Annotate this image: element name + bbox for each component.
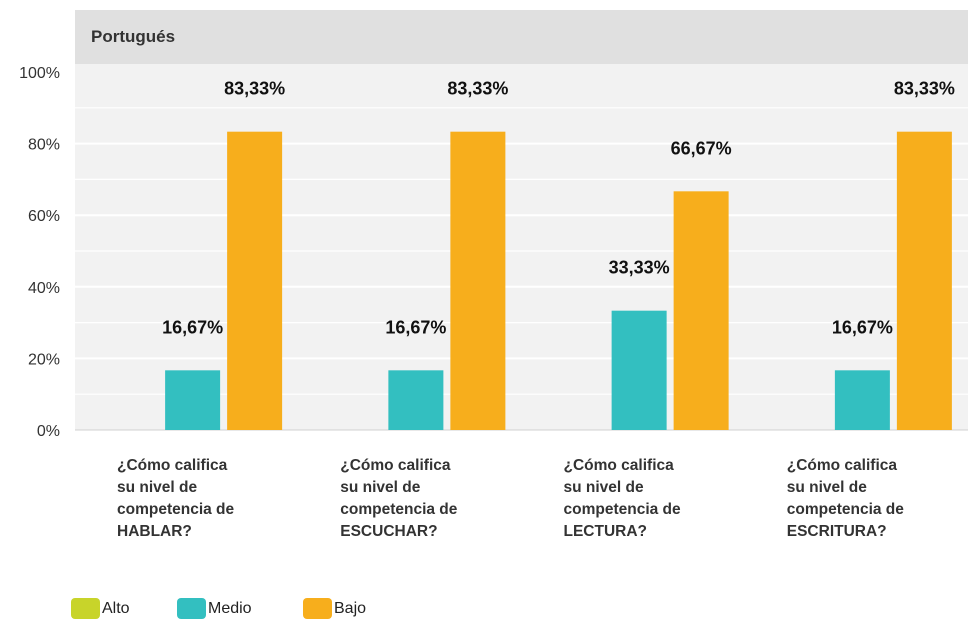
x-category-label: ¿Cómo califica su nivel de competencia de E…	[787, 457, 905, 540]
y-tick-label: 40%	[28, 280, 60, 297]
legend-swatch	[303, 598, 332, 619]
bar-medio	[388, 370, 444, 430]
legend-label: Alto	[102, 600, 130, 617]
bar-medio	[611, 310, 667, 430]
data-label: 66,67%	[671, 138, 732, 158]
bar-bajo	[450, 131, 506, 431]
data-label: 16,67%	[162, 317, 223, 337]
legend-item-alto[interactable]: Alto	[71, 598, 130, 619]
legend-swatch	[177, 598, 206, 619]
bar-bajo	[227, 131, 283, 431]
y-tick-label: 20%	[28, 351, 60, 368]
x-category-label: ¿Cómo califica su nivel de competencia de L…	[564, 457, 682, 540]
y-tick-label: 0%	[37, 423, 60, 440]
data-label: 16,67%	[832, 317, 893, 337]
y-tick-label: 80%	[28, 137, 60, 154]
y-tick-label: 100%	[19, 65, 60, 82]
legend-swatch	[71, 598, 100, 619]
legend-label: Bajo	[334, 600, 366, 617]
bar-bajo	[896, 131, 952, 431]
bar-medio	[834, 370, 890, 430]
legend-item-medio[interactable]: Medio	[177, 598, 252, 619]
legend-item-bajo[interactable]: Bajo	[303, 598, 366, 619]
data-label: 83,33%	[224, 79, 285, 99]
x-category-label: ¿Cómo califica su nivel de competencia de E…	[340, 457, 458, 540]
x-category-label: ¿Cómo califica su nivel de competencia de H…	[117, 457, 235, 540]
data-label: 83,33%	[447, 79, 508, 99]
bar-bajo	[673, 191, 729, 430]
data-label: 83,33%	[894, 79, 955, 99]
plot-background	[75, 10, 968, 430]
data-label: 33,33%	[609, 258, 670, 278]
legend-label: Medio	[208, 600, 252, 617]
chart-title: Portugués	[91, 27, 175, 46]
data-label: 16,67%	[385, 317, 446, 337]
y-tick-label: 60%	[28, 208, 60, 225]
bar-medio	[165, 370, 221, 430]
panel-header	[75, 10, 968, 64]
